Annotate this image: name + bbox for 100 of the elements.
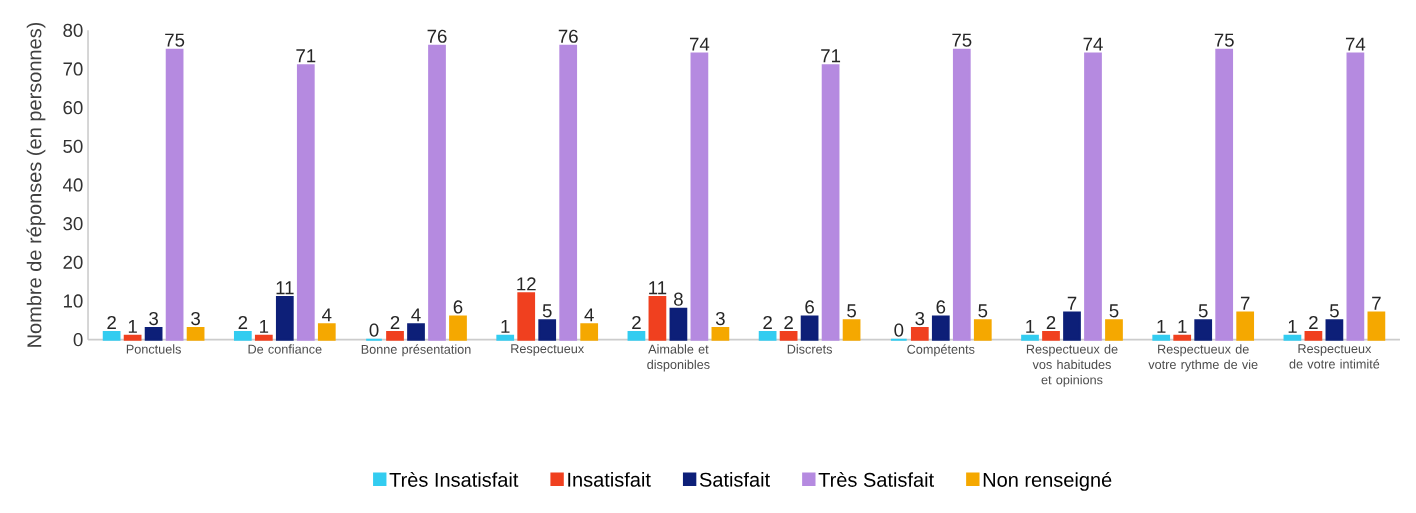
x-tick-label: De confiance [248,344,322,354]
x-tick-label: Ponctuels [126,344,181,354]
y-tick-label: 40 [62,178,83,192]
bar [1194,319,1213,341]
data-label: 2 [390,315,400,329]
x-tick-label: Aimable et disponibles [647,344,710,372]
data-label: 2 [1309,315,1318,329]
data-label: 8 [674,292,683,306]
legend-label: Non renseigné [983,471,1112,491]
data-label: 2 [238,315,248,329]
data-label: 2 [1046,315,1056,329]
legend-label: Satisfait [699,472,770,487]
data-label: 1 [1026,320,1035,333]
bar [1283,334,1302,341]
bar [580,323,599,341]
y-tick-label: 50 [63,139,83,153]
bar [758,330,777,341]
bar [779,330,798,341]
data-label: 74 [689,37,710,51]
bar [186,327,205,341]
data-label: 1 [1288,320,1297,333]
y-tick-label: 0 [73,333,83,347]
data-label: 6 [805,300,814,314]
data-label: 2 [763,315,772,329]
data-label: 71 [821,49,841,63]
data-label: 1 [1157,320,1166,333]
data-label: 7 [1240,296,1250,310]
bar [102,330,121,341]
data-label: 4 [584,308,594,322]
data-label: 76 [427,29,447,43]
bar [254,334,273,341]
bar [386,330,404,341]
y-tick-label: 10 [63,294,83,308]
bar [428,44,446,341]
bar [559,44,578,341]
data-label: 5 [1109,304,1119,318]
data-label: 1 [501,320,510,333]
bar [1021,334,1039,341]
data-label: 12 [517,277,536,291]
bar [669,307,688,341]
data-label: 7 [1067,296,1077,310]
bar [1084,52,1102,341]
data-label: 74 [1345,37,1366,51]
y-tick-label: 20 [63,255,83,269]
data-label: 1 [128,320,137,333]
y-axis-title: Nombre de réponses (en personnes) [26,22,46,347]
data-label: 7 [1372,296,1381,310]
x-tick-label: Respectueux de votre rythme de vie [1148,344,1258,372]
bar [1105,319,1123,341]
bar [1325,319,1344,341]
bar [1063,311,1081,341]
bar [296,64,315,341]
data-label: 11 [276,281,294,295]
legend-label: Très Satisfait [818,471,934,487]
bar [1346,52,1365,341]
data-label: 4 [411,308,421,322]
data-label: 2 [784,315,793,329]
bar [1236,311,1255,341]
bar [952,48,971,341]
bar [407,323,425,341]
y-tick-label: 30 [63,217,83,231]
bar [1367,311,1386,341]
bar [144,327,163,341]
data-label: 0 [369,323,379,337]
data-label: 11 [649,281,667,295]
data-label: 3 [191,311,200,326]
data-label: 1 [1178,320,1187,333]
x-tick-label: Respectueux de votre intimité [1289,344,1380,369]
bar [517,292,536,341]
bar [233,330,252,341]
bar [275,296,294,341]
y-tick-label: 70 [63,62,83,76]
bar [910,327,929,341]
bar [1152,334,1171,341]
data-label: 0 [894,323,904,337]
x-tick-label: Respectueux [511,344,585,356]
data-label: 75 [952,33,972,47]
bar [821,64,840,341]
x-tick-label: Respectueux de vos habitudes et opinions [1026,344,1118,387]
bar [648,296,667,341]
bar [165,48,184,341]
data-label: 75 [1214,33,1234,47]
bar [496,334,515,341]
bar [1215,48,1234,341]
data-label: 71 [296,49,316,63]
data-label: 76 [558,29,578,43]
legend-label: Insatisfait [568,472,651,487]
data-label: 74 [1083,37,1103,51]
bar [1304,330,1323,341]
data-label: 1 [260,320,269,333]
data-label: 2 [107,315,116,329]
bar [973,319,992,341]
bar [690,52,709,341]
bar [842,319,861,341]
x-tick-label: Discrets [787,344,833,354]
data-label: 4 [322,308,332,322]
bar [627,330,646,341]
bar [1042,330,1060,341]
data-label: 5 [1198,304,1208,318]
y-tick-label: 80 [63,23,83,37]
